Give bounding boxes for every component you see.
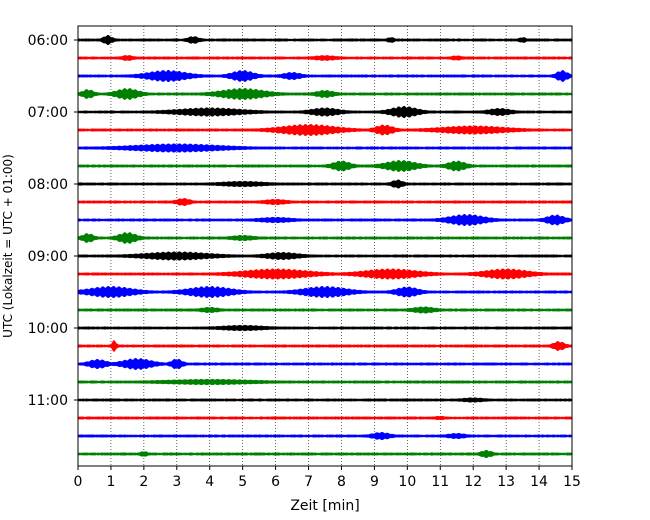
y-tick-label: 09:00	[28, 249, 68, 265]
y-tick-label: 10:00	[28, 321, 68, 337]
y-tick-label: 08:00	[28, 177, 68, 193]
x-tick-label: 14	[530, 474, 548, 490]
x-tick-label: 0	[74, 474, 83, 490]
x-tick-label: 4	[205, 474, 214, 490]
y-axis-label: UTC (Lokalzeit = UTC + 01:00)	[1, 154, 15, 338]
x-tick-label: 12	[464, 474, 482, 490]
y-axis: 06:00 07:00 08:00 09:00 10:00 11:00	[28, 33, 78, 409]
x-tick-label: 3	[172, 474, 181, 490]
x-tick-label: 5	[238, 474, 247, 490]
x-tick-label: 9	[370, 474, 379, 490]
y-tick-label: 06:00	[28, 33, 68, 49]
x-tick-label: 10	[398, 474, 416, 490]
x-tick-label: 15	[563, 474, 581, 490]
x-tick-label: 11	[431, 474, 449, 490]
grid	[110, 26, 540, 466]
x-tick-label: 8	[337, 474, 346, 490]
x-tick-label: 6	[271, 474, 280, 490]
x-tick-label: 2	[139, 474, 148, 490]
x-axis: 0 1 2 3 4 5 6 7 8 9 10 11 12 13 14 15	[74, 466, 581, 490]
y-tick-label: 07:00	[28, 105, 68, 121]
x-tick-label: 1	[106, 474, 115, 490]
plot-frame	[77, 25, 573, 467]
y-tick-label: 11:00	[28, 393, 68, 409]
traces	[77, 34, 573, 459]
trace-1115	[77, 415, 573, 421]
x-tick-label: 13	[497, 474, 515, 490]
x-tick-label: 7	[304, 474, 313, 490]
x-axis-label: Zeit [min]	[290, 498, 359, 514]
